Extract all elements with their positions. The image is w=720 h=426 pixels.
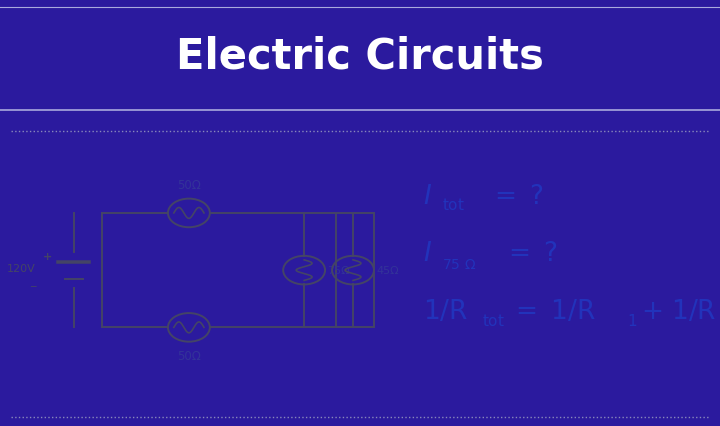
Text: $\mathregular{1/R}$: $\mathregular{1/R}$: [423, 298, 467, 324]
Text: $\mathregular{= \ ?}$: $\mathregular{= \ ?}$: [503, 241, 558, 267]
Text: $\mathregular{75\ \Omega}$: $\mathregular{75\ \Omega}$: [442, 257, 477, 271]
Text: $\mathregular{tot}$: $\mathregular{tot}$: [442, 197, 465, 213]
Text: +: +: [42, 251, 52, 261]
Text: 45Ω: 45Ω: [376, 265, 399, 276]
Text: 50Ω: 50Ω: [177, 179, 201, 192]
Text: 120V: 120V: [6, 263, 35, 273]
Text: $\mathregular{= \ 1/R}$: $\mathregular{= \ 1/R}$: [510, 298, 596, 324]
Text: $\mathregular{+ \ 1/R}$: $\mathregular{+ \ 1/R}$: [641, 298, 716, 324]
Text: $\mathit{I}$: $\mathit{I}$: [423, 241, 432, 267]
Text: $\mathit{I}$: $\mathit{I}$: [423, 184, 432, 210]
Text: Electric Circuits: Electric Circuits: [176, 35, 544, 77]
Text: $\mathregular{= \ ?}$: $\mathregular{= \ ?}$: [489, 184, 544, 210]
Text: _: _: [30, 276, 35, 286]
Text: 75Ω: 75Ω: [327, 265, 350, 276]
Text: $\mathregular{tot}$: $\mathregular{tot}$: [482, 313, 505, 328]
Text: 50Ω: 50Ω: [177, 349, 201, 362]
Text: $\mathregular{1}$: $\mathregular{1}$: [628, 313, 638, 328]
